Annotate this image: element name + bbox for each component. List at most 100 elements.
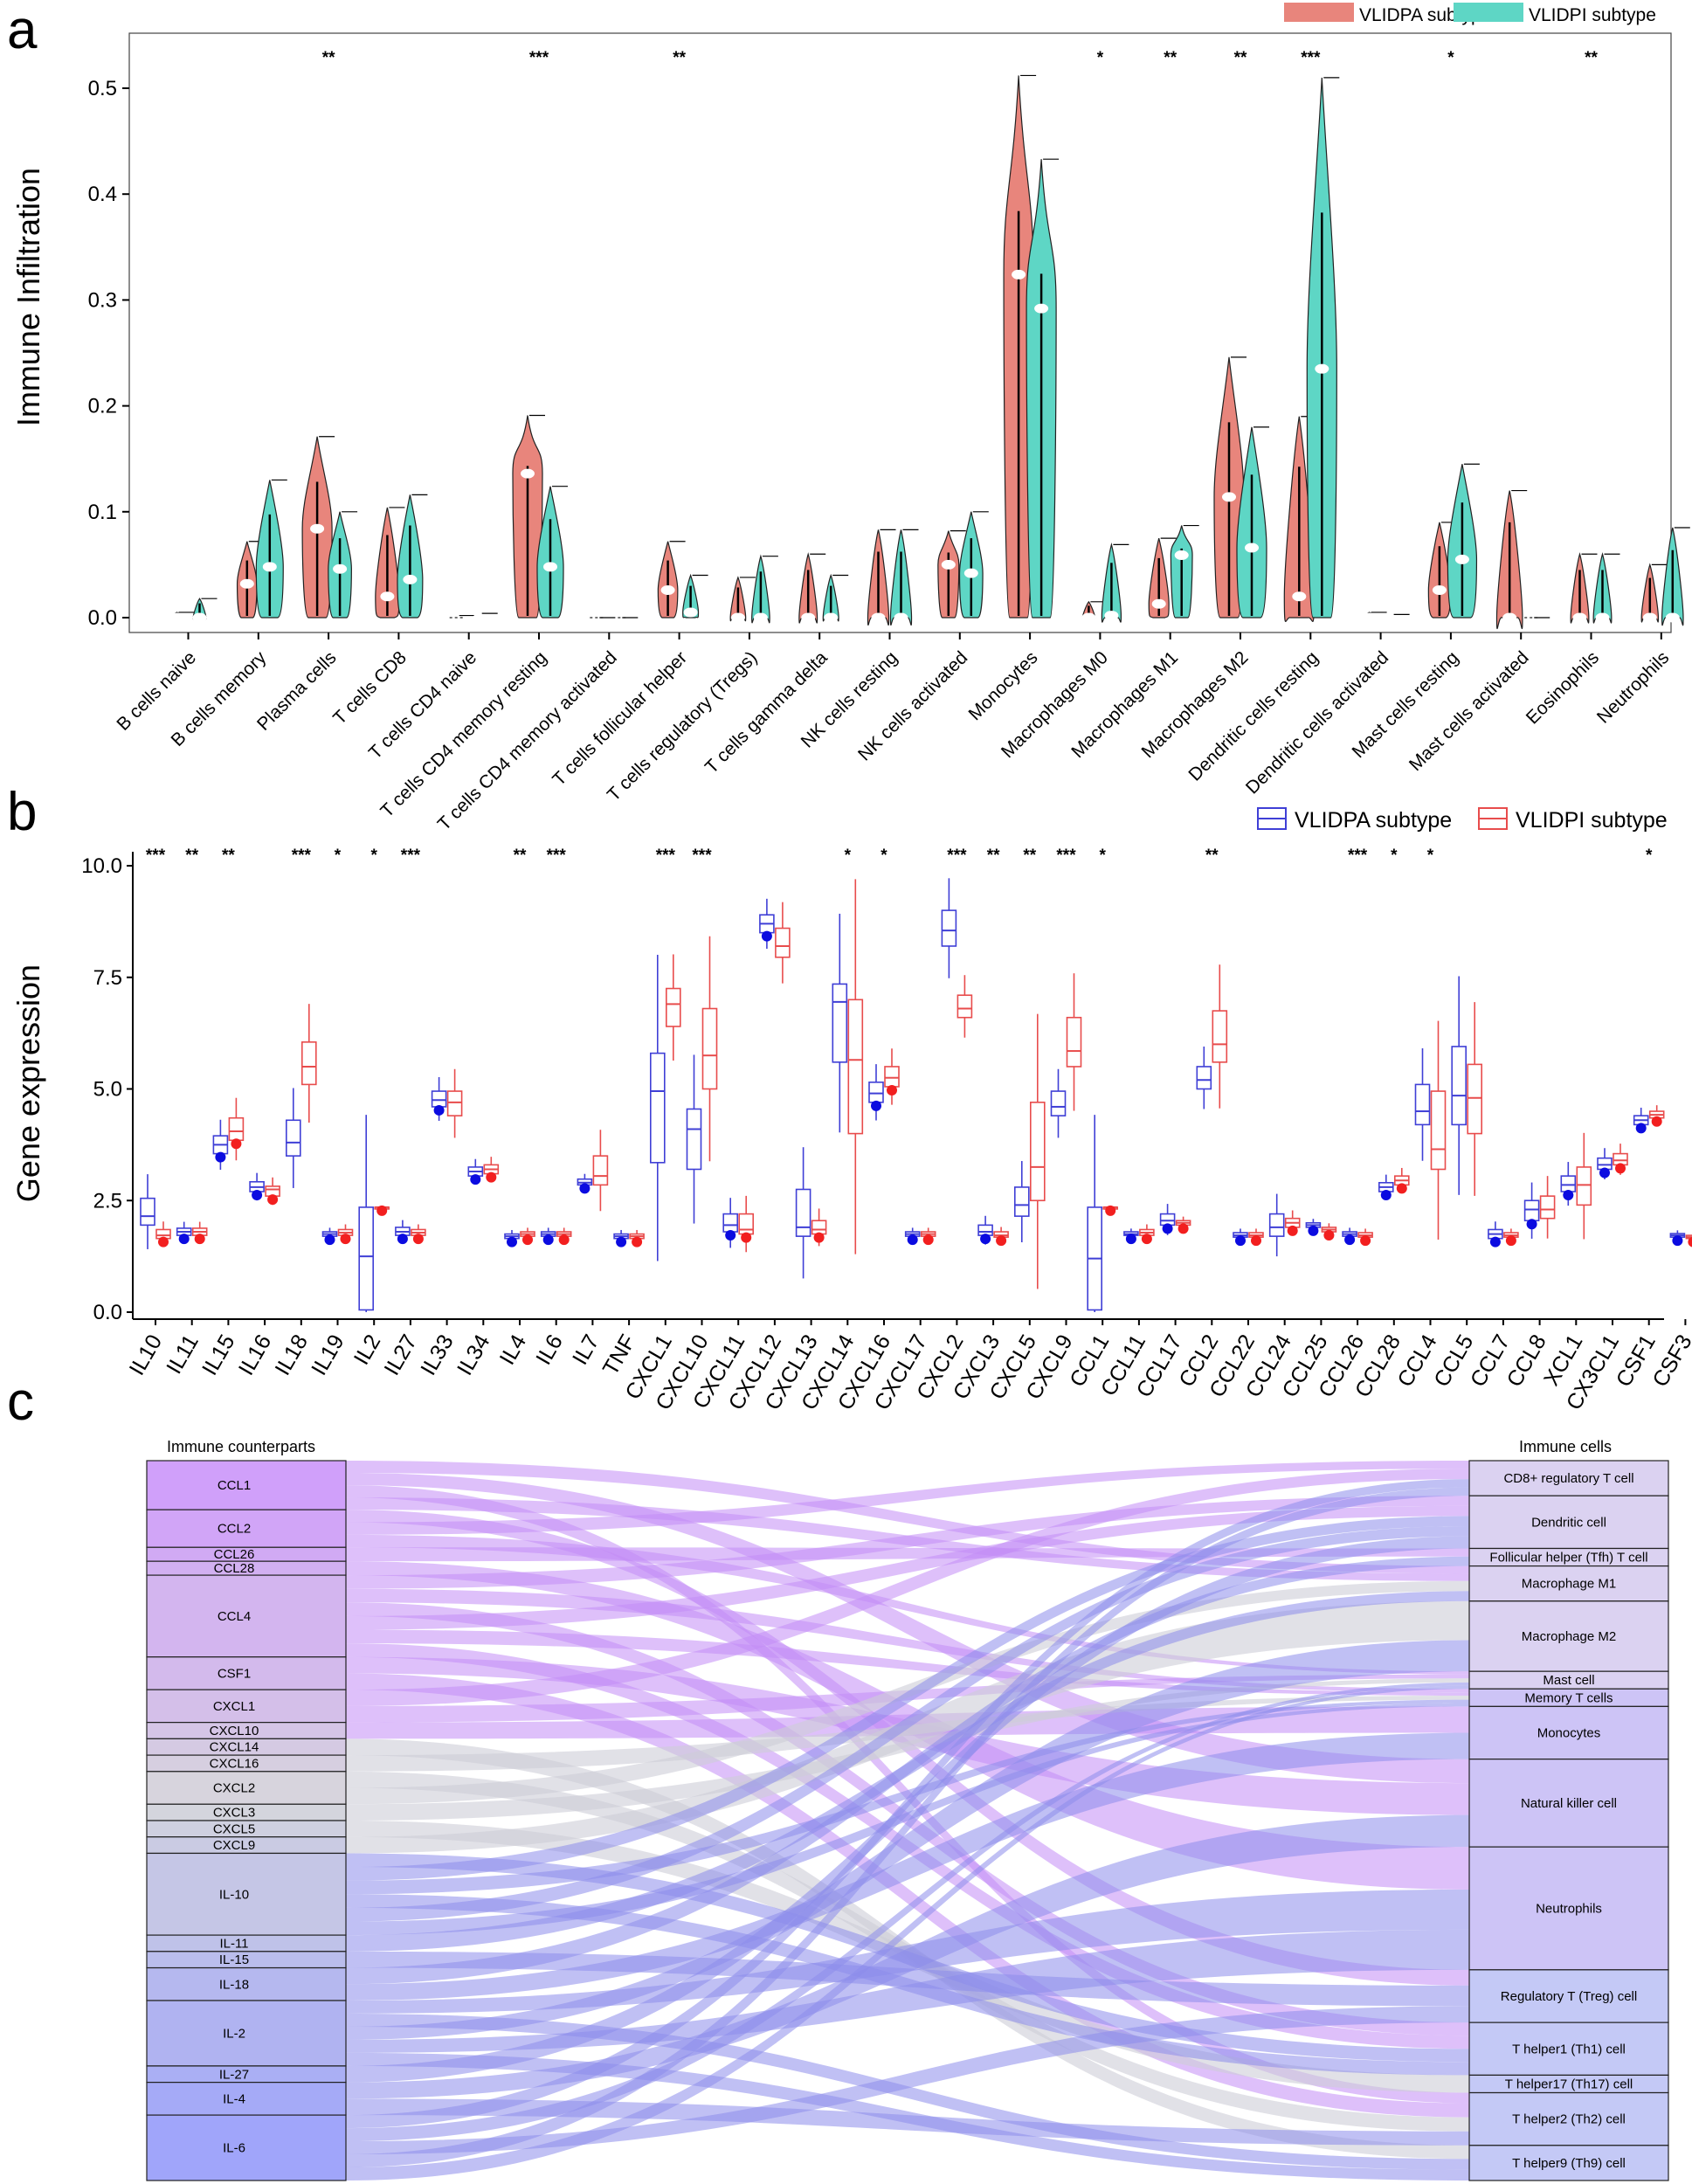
x-tick-label: T cells follicular helper — [549, 647, 691, 790]
sankey-flow — [346, 1469, 1469, 1706]
box-outlier-point — [1380, 1190, 1392, 1201]
violin-median-dot — [683, 607, 698, 618]
sankey-flow — [346, 1473, 1469, 1784]
x-tick-label: Mast cells activated — [1405, 647, 1533, 775]
violin-median-dot — [1572, 612, 1587, 623]
box-iqr — [228, 1116, 245, 1142]
significance-mark: ** — [222, 847, 235, 865]
box-outlier-point — [1672, 1235, 1683, 1247]
box-iqr — [358, 1206, 375, 1311]
sankey-flow — [346, 1929, 1469, 2053]
box-outlier-point — [267, 1194, 279, 1206]
box-outlier-point — [813, 1232, 825, 1243]
sankey-left-node-label: IL-15 — [219, 1952, 249, 1967]
sankey-flow — [346, 1516, 1469, 1881]
sankey-left-node-label: CXCL14 — [210, 1740, 259, 1755]
x-tick-label: IL6 — [531, 1330, 568, 1369]
box-outlier-point — [1635, 1123, 1647, 1134]
significance-mark: *** — [146, 847, 166, 865]
y-tick-label: 2.5 — [93, 1189, 122, 1213]
box-iqr — [847, 999, 864, 1135]
y-axis-title: Immune Infiltration — [10, 168, 46, 426]
box-outlier-point — [632, 1236, 643, 1248]
significance-mark: ** — [514, 847, 527, 865]
panel-a-violin-chart: a Immune Infiltration 0.0 0.1 0.2 0.3 0.4 0.5 VL… — [7, 0, 1690, 834]
box-iqr — [1414, 1083, 1431, 1126]
panel-letter-c: c — [7, 1372, 34, 1432]
significance-mark: * — [1391, 847, 1398, 865]
significance-mark: ** — [185, 847, 198, 865]
legend-label-vlidpi: VLIDPI subtype — [1529, 5, 1656, 25]
box-outlier-point — [741, 1232, 752, 1243]
sankey-right-node-label: Regulatory T (Treg) cell — [1501, 1989, 1637, 2004]
sankey-left-node-label: IL-2 — [223, 2026, 245, 2041]
box-outlier-point — [1489, 1236, 1501, 1248]
violin-median-dot — [871, 612, 886, 623]
significance-mark: * — [335, 847, 342, 865]
violin-median-dot — [730, 612, 745, 623]
sankey-flow — [346, 1496, 1469, 1589]
sankey-left-node-label: CCL28 — [214, 1561, 255, 1576]
sankey-flow — [346, 1732, 1469, 2001]
plot-frame — [128, 32, 1672, 633]
sankey-left-node-label: CCL4 — [218, 1609, 251, 1624]
y-tick-label: 0.5 — [88, 77, 117, 100]
box-outlier-point — [231, 1138, 242, 1150]
x-tick-label: Dendritic cells resting — [1184, 647, 1322, 784]
box-iqr — [1268, 1213, 1285, 1237]
violin-median-dot — [1081, 612, 1096, 623]
legend-label-vlidpa: VLIDPA subtype — [1295, 808, 1452, 833]
sankey-flow — [346, 1682, 1469, 2142]
violin-median-dot — [1432, 584, 1447, 595]
significance-mark: *** — [547, 847, 567, 865]
x-tick-label: IL4 — [495, 1330, 532, 1369]
box-iqr — [686, 1108, 702, 1171]
significance-mark: *** — [529, 49, 549, 67]
box-outlier-point — [178, 1234, 190, 1245]
box-iqr — [1066, 1016, 1082, 1068]
box-outlier-point — [376, 1205, 388, 1216]
box-outlier-point — [158, 1236, 169, 1248]
sankey-right-node — [1468, 1495, 1669, 1550]
violin-median-dot — [1174, 549, 1189, 560]
sankey-right-node — [1468, 1969, 1669, 2023]
panel-letter-a: a — [7, 0, 38, 60]
box-outlier-point — [252, 1190, 263, 1201]
sankey-left-node — [146, 1574, 347, 1658]
sankey-right-node-label: Memory T cells — [1524, 1690, 1613, 1705]
sankey-left-node — [146, 1852, 347, 1936]
box-outlier-point — [397, 1234, 408, 1245]
sankey-flow — [346, 1703, 1469, 1936]
sankey-flow — [346, 1629, 1469, 1696]
y-tick-label: 5.0 — [93, 1078, 122, 1102]
box-iqr — [1196, 1066, 1212, 1090]
sankey-flow — [346, 2098, 1469, 2146]
sankey-left-node-label: CXCL3 — [213, 1806, 255, 1821]
sankey-right-node-label: CD8+ regulatory T cell — [1503, 1471, 1633, 1486]
violin-median-dot — [473, 612, 487, 623]
box-outlier-point — [542, 1234, 554, 1246]
box-iqr — [1430, 1090, 1447, 1171]
violin-median-dot — [1104, 611, 1119, 621]
x-tick-label: IL7 — [568, 1330, 604, 1369]
violin-median-dot — [894, 612, 908, 623]
sankey-left-node — [146, 1966, 347, 2001]
box-iqr — [300, 1041, 317, 1086]
sankey-right-node-label: Neutrophils — [1536, 1901, 1602, 1916]
sankey-flow — [346, 1479, 1469, 2129]
box-outlier-point — [871, 1100, 881, 1111]
violin-median-dot — [1151, 598, 1166, 609]
sankey-flow — [346, 1640, 1469, 2040]
sankey-left-node-label: IL-4 — [223, 2091, 245, 2106]
box-iqr — [446, 1090, 463, 1116]
box-outlier-point — [1396, 1183, 1407, 1194]
violin-median-dot — [1454, 554, 1469, 564]
legend-label-vlidpi: VLIDPI subtype — [1516, 808, 1668, 833]
significance-mark: ** — [1023, 847, 1036, 865]
box-iqr — [1539, 1195, 1556, 1220]
sankey-left-node — [146, 2000, 347, 2067]
significance-mark: *** — [692, 847, 712, 865]
sankey-left-node-label: IL-18 — [219, 1977, 249, 1992]
sankey-right-node — [1468, 2022, 1669, 2077]
sankey-left-node-label: CXCL10 — [210, 1724, 259, 1738]
